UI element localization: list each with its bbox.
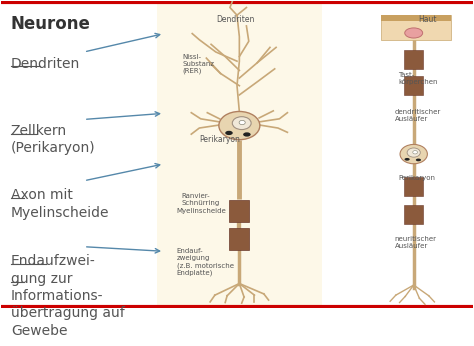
FancyBboxPatch shape <box>404 177 423 196</box>
Ellipse shape <box>407 148 420 157</box>
Text: Neurone: Neurone <box>11 15 91 33</box>
Text: Perikaryon: Perikaryon <box>398 175 435 181</box>
Text: Dendriten: Dendriten <box>11 57 80 71</box>
Text: Ranvier-
Schnürring: Ranvier- Schnürring <box>182 193 219 206</box>
Ellipse shape <box>413 151 418 154</box>
Text: Dendriten: Dendriten <box>216 15 254 24</box>
FancyBboxPatch shape <box>381 15 451 40</box>
Text: Nissl-
Substanz
(RER): Nissl- Substanz (RER) <box>183 54 215 74</box>
FancyBboxPatch shape <box>157 4 322 305</box>
Ellipse shape <box>232 117 251 129</box>
FancyBboxPatch shape <box>404 205 423 224</box>
Text: neuritischer
Ausläufer: neuritischer Ausläufer <box>395 236 437 249</box>
Text: dendritischer
Ausläufer: dendritischer Ausläufer <box>395 109 441 122</box>
Text: Endauf-
zweigung
(z.B. motorische
Endplatte): Endauf- zweigung (z.B. motorische Endpla… <box>177 248 234 276</box>
FancyBboxPatch shape <box>404 76 423 95</box>
FancyBboxPatch shape <box>404 50 423 69</box>
FancyBboxPatch shape <box>229 200 249 222</box>
Ellipse shape <box>400 144 428 164</box>
Ellipse shape <box>243 132 251 137</box>
Ellipse shape <box>416 158 421 161</box>
Ellipse shape <box>405 28 423 38</box>
Text: Myelinscheide: Myelinscheide <box>177 208 227 215</box>
Text: Endaufzwei-
gung zur
Informations-
übertragung auf
Gewebe: Endaufzwei- gung zur Informations- übert… <box>11 254 125 338</box>
Text: Axon mit
Myelinscheide: Axon mit Myelinscheide <box>11 189 109 220</box>
Text: Haut: Haut <box>419 15 437 24</box>
Ellipse shape <box>219 111 260 140</box>
Ellipse shape <box>404 158 410 161</box>
Text: Perikaryon: Perikaryon <box>199 135 240 144</box>
FancyBboxPatch shape <box>229 228 249 250</box>
Text: Tast-
körperchen: Tast- körperchen <box>398 72 438 85</box>
Ellipse shape <box>239 120 245 125</box>
Ellipse shape <box>225 131 233 135</box>
Text: Zellkern
(Perikaryon): Zellkern (Perikaryon) <box>11 124 95 155</box>
FancyBboxPatch shape <box>381 15 451 21</box>
